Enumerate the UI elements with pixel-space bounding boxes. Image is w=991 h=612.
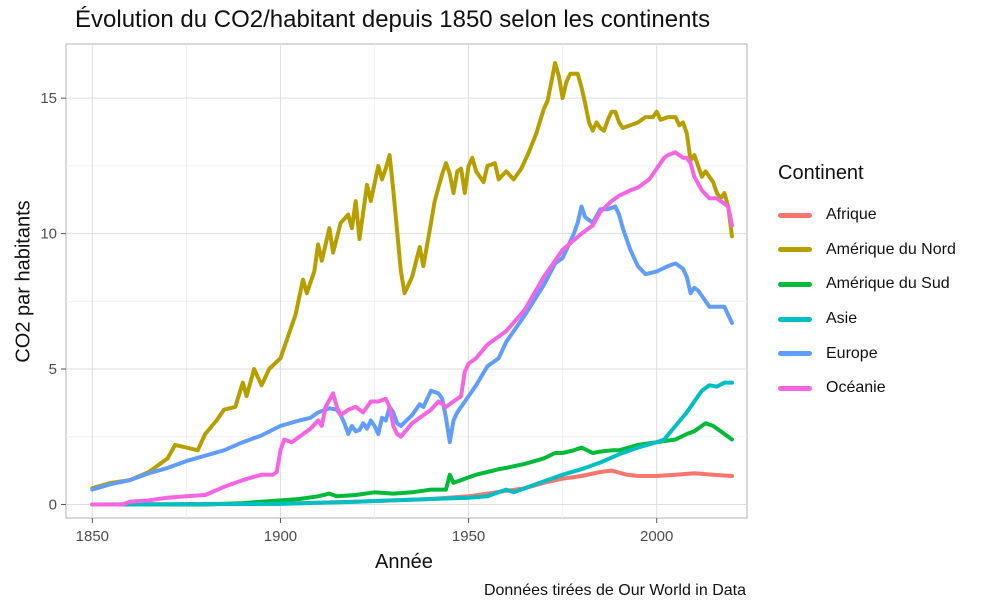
x-tick-label: 1950 [452, 528, 485, 545]
y-tick-label: 15 [40, 90, 57, 107]
y-tick-label: 0 [49, 496, 57, 513]
legend-item-amerique-du-sud: Amérique du Sud [778, 267, 956, 302]
chart-title: Évolution du CO2/habitant depuis 1850 se… [75, 6, 711, 33]
series-line-amerique-du-sud [90, 421, 734, 507]
grid-lines [66, 44, 747, 518]
legend-label-amerique-du-nord: Amérique du Nord [826, 240, 956, 258]
y-axis-label: CO2 par habitants [12, 200, 35, 363]
series-line-europe [90, 204, 734, 492]
legend-key-asie [778, 316, 812, 322]
series-line-oceanie [90, 150, 734, 507]
legend-item-europe: Europe [778, 336, 956, 371]
legend-label-asie: Asie [826, 310, 858, 328]
legend-label-europe: Europe [826, 344, 878, 362]
y-tick-label: 10 [40, 226, 57, 243]
series-line-amerique-du-nord [90, 61, 734, 491]
chart-caption: Données tirées de Our World in Data [483, 582, 746, 599]
legend: Continent Afrique Amérique du Nord Amériqu… [778, 162, 956, 406]
x-tick-label: 1900 [264, 528, 297, 545]
legend-item-oceanie: Océanie [778, 371, 956, 406]
legend-title: Continent [778, 162, 864, 184]
series-line-asie [90, 380, 734, 507]
legend-item-amerique-du-nord: Amérique du Nord [778, 233, 956, 268]
y-tick-label: 5 [49, 361, 57, 378]
axis-tick-labels: 1850 1900 1950 2000 0 5 10 15 [40, 90, 673, 545]
legend-items: Afrique Amérique du Nord Amérique du Sud As… [778, 198, 956, 406]
legend-label-amerique-du-sud: Amérique du Sud [826, 275, 950, 293]
legend-item-afrique: Afrique [778, 198, 956, 233]
legend-item-asie: Asie [778, 302, 956, 337]
legend-key-amerique-du-sud [778, 281, 812, 287]
legend-label-oceanie: Océanie [826, 379, 886, 397]
legend-key-afrique [778, 212, 812, 218]
legend-key-amerique-du-nord [778, 247, 812, 253]
series-lines [90, 61, 734, 507]
x-tick-label: 1850 [76, 528, 109, 545]
x-tick-label: 2000 [640, 528, 673, 545]
x-axis-label: Année [375, 551, 433, 573]
legend-key-oceanie [778, 385, 812, 391]
legend-key-europe [778, 351, 812, 357]
legend-label-afrique: Afrique [826, 206, 877, 224]
